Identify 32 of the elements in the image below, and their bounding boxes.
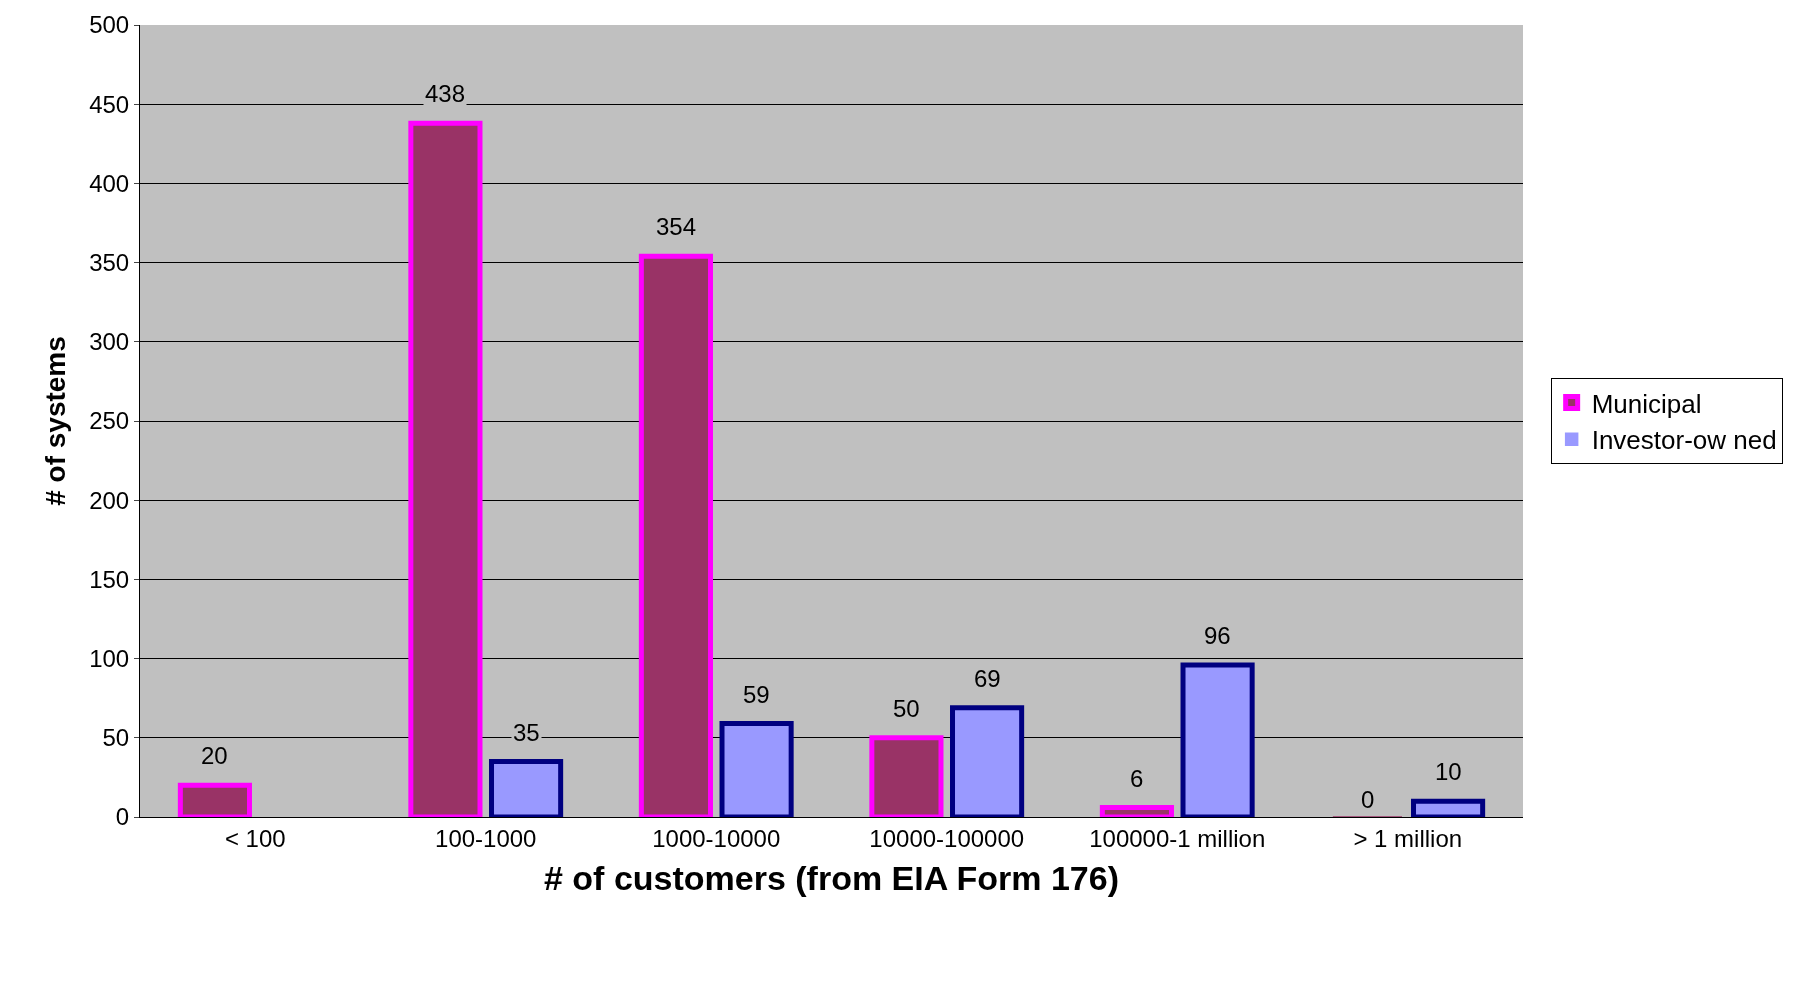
y-tick-label: 400 (89, 169, 130, 197)
x-tick-label: < 100 (224, 824, 286, 852)
y-tick-label: 0 (115, 803, 130, 831)
y-tick-label: 500 (89, 11, 130, 39)
legend-label: Investor-ow ned (1591, 425, 1777, 456)
y-tick-label: 350 (89, 249, 130, 276)
y-axis-title: # of systems (39, 336, 71, 506)
data-label: 69 (974, 665, 1001, 692)
x-tick-label: 1000-10000 (652, 824, 781, 852)
y-tick-label: 150 (89, 565, 130, 593)
x-tick-label: 100000-1 million (1089, 824, 1266, 852)
data-label: 0 (1361, 786, 1375, 813)
legend-label: Municipal (1591, 388, 1702, 419)
y-tick-label: 50 (102, 724, 130, 752)
y-tick-label: 300 (89, 328, 130, 356)
data-label: 96 (1204, 622, 1231, 649)
data-label: 59 (743, 681, 770, 708)
data-label: 6 (1130, 765, 1144, 792)
data-label: 10 (1435, 758, 1462, 785)
x-axis-title: # of customers (from EIA Form 176) (544, 859, 1119, 898)
x-tick-label: 10000-100000 (869, 824, 1025, 852)
x-tick-label: 100-1000 (435, 824, 537, 852)
data-label: 50 (893, 695, 920, 722)
data-label: 354 (656, 213, 697, 240)
data-label: 438 (425, 80, 466, 107)
y-tick-label: 450 (89, 90, 130, 118)
data-label: 35 (513, 719, 540, 746)
y-tick-label: 250 (89, 407, 130, 435)
y-tick-label: 200 (89, 486, 130, 514)
data-label: 20 (201, 742, 228, 769)
y-tick-label: 100 (89, 645, 130, 672)
x-tick-label: > 1 million (1353, 824, 1463, 852)
